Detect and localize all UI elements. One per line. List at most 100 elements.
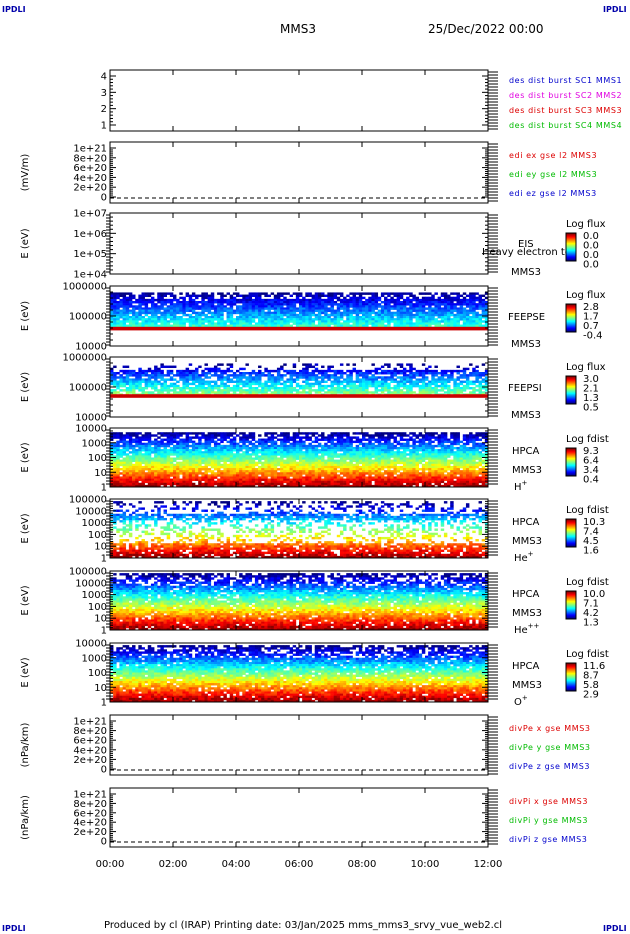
red-energy-band — [110, 394, 488, 398]
y-tick-label: 4e+20 — [73, 173, 107, 184]
y-tick-label: 2e+20 — [73, 827, 107, 838]
colorbar-tick-label: 2.1 — [583, 384, 599, 395]
colorbar-tick-label: 0.5 — [583, 403, 599, 414]
y-axis-label: (nPa/km) — [20, 795, 31, 840]
colorbar-title: Log flux — [566, 362, 606, 373]
y-tick-label: 100000 — [69, 567, 107, 578]
y-tick-label: 1 — [101, 483, 107, 494]
colorbar-tick-label: 1.3 — [583, 393, 599, 404]
y-tick-label: 10 — [94, 468, 107, 479]
species-charge: + — [522, 479, 528, 487]
y-axis-label: E (eV) — [20, 372, 31, 402]
y-tick-label: 100000 — [69, 495, 107, 506]
y-tick-label: 4e+20 — [73, 745, 107, 756]
y-tick-label: 100 — [88, 602, 107, 613]
colorbar-tick-label: 10.0 — [583, 589, 605, 600]
instrument-label: HPCA — [512, 661, 540, 672]
colorbar-frame — [565, 232, 577, 262]
y-tick-label: 10 — [94, 614, 107, 625]
corner-tag-top-right: IPDLI — [603, 5, 627, 14]
y-tick-label: 1 — [101, 121, 107, 132]
y-tick-label: 100000 — [69, 383, 107, 394]
colorbar-tick-label: 0.0 — [583, 260, 599, 271]
spacecraft-label: MMS3 — [512, 465, 542, 476]
y-tick-label: 1 — [101, 698, 107, 709]
colorbar — [565, 232, 577, 262]
legend-entry: divPe y gse MMS3 — [509, 743, 591, 752]
colorbar-tick-label: 2.9 — [583, 690, 599, 701]
panel-frame — [109, 69, 489, 132]
y-axis-label: (mV/m) — [20, 154, 31, 192]
y-tick-label: 100 — [88, 668, 107, 679]
colorbar-tick-label: 3.4 — [583, 465, 599, 476]
colorbar-tick-label: 1.3 — [583, 618, 599, 629]
colorbar — [565, 518, 577, 548]
y-tick-label: 6e+20 — [73, 808, 107, 819]
y-tick-label: 10000 — [75, 424, 107, 435]
colorbar-tick-label: 0.7 — [583, 321, 599, 332]
colorbar-tick-label: 2.8 — [583, 302, 599, 313]
species-label: He++ — [514, 622, 540, 636]
colorbar-tick-label: 5.8 — [583, 680, 599, 691]
y-tick-label: 10 — [94, 683, 107, 694]
y-tick-label: 100 — [88, 453, 107, 464]
x-tick-label: 10:00 — [411, 859, 440, 870]
colorbar-tick-label: 3.0 — [583, 374, 599, 385]
colorbar-title: Log fdist — [566, 577, 609, 588]
colorbar-tick-label: 9.3 — [583, 446, 599, 457]
y-axis-label: (nPa/km) — [20, 723, 31, 768]
legend-entry: des dist burst SC4 MMS4 — [509, 121, 622, 130]
spacecraft-label: MMS3 — [511, 267, 541, 278]
colorbar — [565, 447, 577, 477]
colorbar-frame — [565, 447, 577, 477]
y-tick-label: 8e+20 — [73, 153, 107, 164]
spectrogram-hpca-he2 — [110, 573, 489, 631]
colorbar — [565, 662, 577, 692]
y-tick-label: 4e+20 — [73, 818, 107, 829]
legend-entry: des dist burst SC1 MMS1 — [509, 76, 622, 85]
y-tick-label: 0 — [101, 193, 107, 204]
colorbar-tick-label: -0.4 — [583, 331, 603, 342]
figure-date: 25/Dec/2022 00:00 — [428, 22, 544, 36]
colorbar-frame — [565, 590, 577, 620]
species-charge: + — [522, 694, 528, 702]
colorbar-title: Log flux — [566, 290, 606, 301]
legend-entry: divPi y gse MMS3 — [509, 816, 588, 825]
colorbar-tick-label: 10.3 — [583, 517, 605, 528]
panel-feepsi: 1000000 100000 10000 E (eV) FEEPSI MMS3 Log fl… — [20, 353, 606, 424]
colorbar-tick-label: 0.0 — [583, 241, 599, 252]
y-tick-label: 10 — [94, 542, 107, 553]
spacecraft-label: MMS3 — [512, 536, 542, 547]
y-tick-label: 8e+20 — [73, 726, 107, 737]
legend-entry: edi ex gse l2 MMS3 — [509, 151, 597, 160]
colorbar-frame — [565, 518, 577, 548]
species-label: He+ — [514, 550, 534, 564]
y-tick-label: 1000 — [82, 590, 107, 601]
y-tick-label: 10000 — [75, 342, 107, 353]
y-tick-label: 10000 — [75, 413, 107, 424]
y-axis-label: E (eV) — [20, 657, 31, 687]
panel-frame — [109, 787, 489, 848]
colorbar-frame — [565, 662, 577, 692]
colorbar-tick-label: 8.7 — [583, 671, 599, 682]
corner-tag-top-left: IPDLI — [2, 5, 26, 14]
panel-hpca-o: 10000 1000 100 10 1 E (eV) HPCA MMS3 O+ Log fdist… — [20, 639, 609, 709]
y-axis-label: E (eV) — [20, 442, 31, 472]
y-tick-label: 1000000 — [62, 353, 107, 364]
y-axis-label: E (eV) — [20, 301, 31, 331]
colorbar-title: Log fdist — [566, 649, 609, 660]
species-label: Heavy electron to — [482, 247, 571, 258]
y-tick-label: 2 — [101, 104, 107, 115]
y-tick-label: 10000 — [75, 639, 107, 650]
spectrogram-feepsi — [110, 363, 489, 398]
y-tick-label: 3 — [101, 88, 107, 99]
x-tick-label: 06:00 — [285, 859, 314, 870]
legend-entry: divPi x gse MMS3 — [509, 797, 588, 806]
y-axis-label: E (eV) — [20, 585, 31, 615]
y-tick-label: 2e+20 — [73, 183, 107, 194]
